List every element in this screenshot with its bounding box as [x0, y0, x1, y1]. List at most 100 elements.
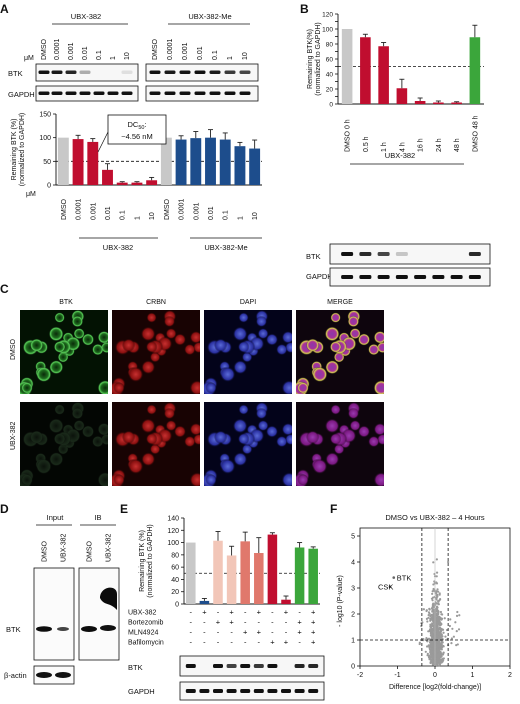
micro-cell	[140, 326, 156, 342]
blot-lane-label: DMSO	[41, 38, 48, 60]
micro-tile	[204, 402, 292, 486]
treatment-sign: +	[311, 638, 316, 647]
data-point	[435, 642, 438, 646]
blot-lane-label: 0.0001	[54, 38, 61, 60]
y-tick-label: 80	[171, 552, 179, 559]
data-point	[438, 617, 442, 621]
micro-cell	[238, 404, 249, 415]
scatter-points	[418, 558, 461, 667]
y-tick-label: 60	[171, 565, 179, 572]
blot-lane-label: 0.0001	[167, 38, 174, 60]
y-tick-label: 140	[167, 516, 179, 523]
treatment-sign: +	[270, 638, 275, 647]
y-tick-label: 0	[175, 602, 179, 609]
annotation-dc50: DC50:	[127, 120, 146, 131]
micro-cell	[255, 407, 268, 420]
treatment-sign: -	[203, 638, 206, 647]
data-point	[427, 613, 430, 617]
bar	[175, 139, 187, 185]
blot-b-row-gapdh: GAPDH	[306, 272, 333, 281]
panel-label-d: D	[0, 502, 9, 516]
data-point	[428, 607, 431, 610]
blot-a-group-2: UBX-382-Me	[188, 12, 231, 21]
blot-e-row-btk: BTK	[128, 663, 143, 672]
band-gapdh	[93, 91, 105, 95]
point-label-csk: CSK	[378, 583, 393, 592]
ip-lane-label: DMSO	[87, 540, 94, 562]
data-point	[435, 571, 439, 574]
band-btk	[185, 664, 196, 668]
micro-cell	[373, 380, 384, 394]
y-axis-label: Remaining BTK (%)	[11, 119, 18, 181]
y-axis-label: (normalized to GAPDH)	[315, 22, 322, 96]
blot-e-row-gapdh: GAPDH	[128, 687, 155, 696]
data-point	[435, 636, 438, 639]
micro-cell	[113, 382, 125, 394]
micro-cell	[357, 425, 371, 438]
bar	[213, 540, 223, 604]
micro-cell	[238, 312, 249, 323]
band-d-actin-dmso	[36, 672, 52, 678]
annotation-value: ~4.56 nM	[121, 132, 152, 141]
band-btk	[267, 664, 278, 668]
data-point	[437, 621, 441, 624]
ip-lane-label: UBX-382	[106, 533, 113, 562]
panel-a-western-blot: UBX-382 UBX-382-Me μM DMSO 0.0001 0.001 0.0…	[8, 12, 259, 102]
data-point	[456, 610, 459, 614]
micro-tile	[296, 310, 384, 394]
micro-cell	[146, 404, 157, 415]
data-point	[433, 642, 436, 645]
bar	[469, 37, 481, 104]
x-tick-label: 10	[149, 212, 156, 220]
data-point	[431, 643, 434, 647]
micro-cell	[97, 422, 108, 436]
data-point	[426, 620, 429, 623]
data-point	[438, 662, 441, 665]
data-point	[436, 611, 440, 615]
data-point	[442, 645, 445, 648]
treatment-sign: -	[298, 608, 301, 617]
data-point	[429, 656, 432, 659]
micro-cell	[48, 418, 64, 434]
treatment-sign: -	[190, 608, 193, 617]
data-point	[427, 644, 430, 647]
data-point	[439, 632, 443, 636]
micro-cell	[145, 341, 158, 353]
data-point	[440, 654, 443, 657]
data-point	[429, 641, 432, 644]
data-point	[450, 637, 454, 640]
data-point	[435, 662, 439, 665]
band-gapdh	[377, 275, 390, 279]
bar	[240, 541, 250, 604]
treatment-sign: -	[285, 618, 288, 627]
micro-cell	[276, 435, 288, 448]
micro-cell	[349, 420, 361, 432]
band-btk	[226, 664, 237, 668]
band-gapdh	[213, 689, 223, 693]
band-gapdh	[179, 91, 191, 95]
data-point	[429, 650, 432, 654]
data-point	[451, 627, 454, 630]
x-tick-label: 10	[252, 212, 259, 220]
micro-row-ubx: UBX-382	[10, 421, 17, 450]
blot-lane-label: DMSO 48 h	[472, 115, 479, 152]
blot-lane-label: 0.5 h	[363, 136, 370, 152]
band-d-ib-ubx-smear	[100, 587, 117, 610]
treatment-sign: +	[216, 618, 221, 627]
x-tick-label: 0.1	[120, 210, 127, 220]
micro-cell	[189, 422, 200, 436]
y-axis-label: Remaining BTK(%)	[307, 29, 314, 89]
micro-cell	[53, 341, 66, 353]
treatment-sign: +	[257, 628, 262, 637]
treatment-sign: -	[298, 638, 301, 647]
panel-label-e: E	[120, 502, 129, 516]
data-point	[437, 654, 440, 657]
blot-lane-label: 48 h	[454, 138, 461, 152]
micro-cell	[213, 338, 228, 352]
data-point	[425, 636, 428, 640]
data-point	[457, 628, 461, 631]
data-point	[431, 627, 434, 631]
micro-cells	[296, 402, 384, 486]
treatment-sign: +	[243, 628, 248, 637]
